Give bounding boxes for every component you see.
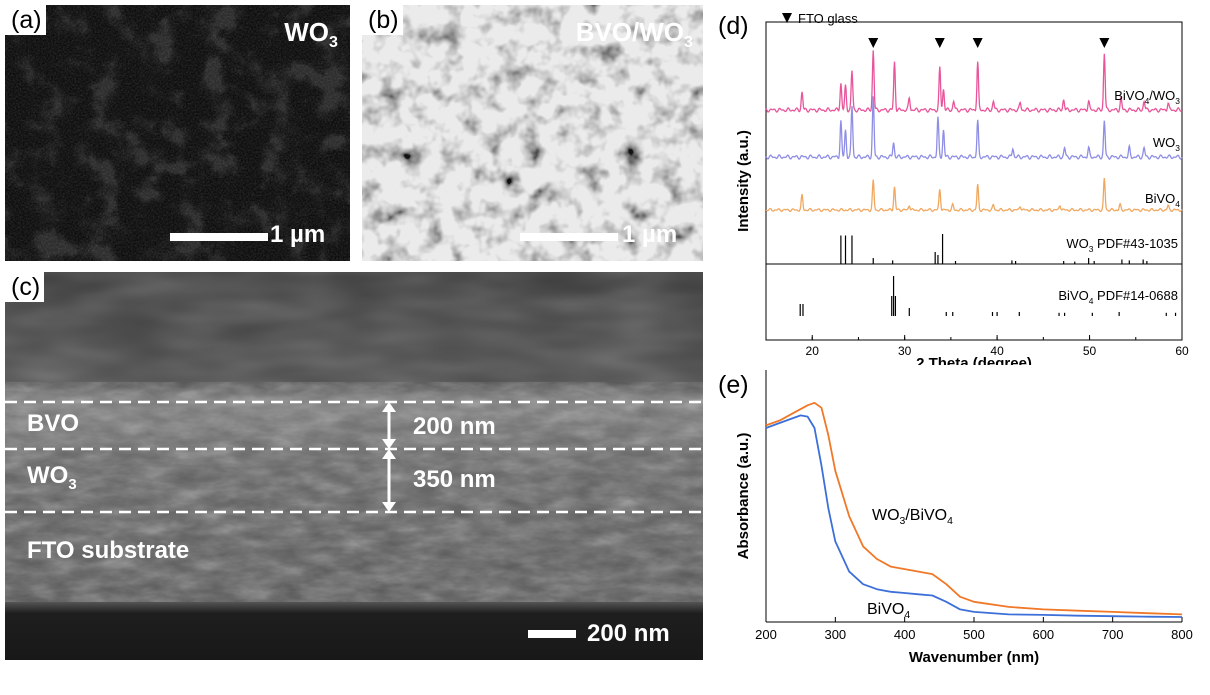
reference-label-part: BiVO: [1058, 288, 1088, 303]
xrd-series-label: BiVO4/WO3: [1114, 88, 1180, 106]
reference-label-part: 4: [1089, 296, 1094, 306]
uv-series-line: [765, 414, 1183, 618]
sem-title-a-main: WO: [284, 17, 330, 47]
sem-cross-section: (c) BVO WO3 FTO substrate 200 nm 350 nm …: [5, 272, 703, 660]
uv-series-label-part: /BiVO: [905, 507, 947, 524]
layer-label-fto: FTO substrate: [27, 537, 190, 564]
xrd-series-label-part: WO: [1153, 135, 1175, 150]
uv-series-label-part: WO: [872, 507, 900, 524]
uv-series-label-part: 4: [947, 516, 953, 527]
fto-legend-marker: [782, 13, 792, 23]
fto-legend-label: FTO glass: [798, 11, 858, 26]
panel-label-e: (e): [718, 371, 749, 399]
uv-xtick-label: 600: [1032, 627, 1054, 642]
uvvis-chart: 200 300 400 500 600 700 800 Wavenumber (nm) Abso…: [712, 365, 1210, 690]
reference-label-part: PDF#14-0688: [1093, 288, 1178, 303]
panel-label-c: (c): [5, 272, 45, 302]
xrd-xtick-label: 60: [1175, 344, 1189, 358]
reference-label: BiVO4 PDF#14-0688: [1058, 288, 1178, 306]
fto-peak-marker: [934, 38, 945, 48]
uv-series-label-part: 4: [904, 610, 910, 621]
panel-label-b: (b): [362, 5, 403, 35]
sem-texture-a: [5, 5, 350, 261]
uv-xtick-label: 500: [963, 627, 985, 642]
fto-peak-marker: [972, 38, 983, 48]
xrd-ylabel: Intensity (a.u.): [735, 130, 752, 232]
sem-title-a: WO3: [284, 17, 338, 52]
thickness-label-wo3: 350 nm: [413, 466, 496, 493]
xrd-series-label-part: 4: [1175, 199, 1180, 209]
uv-series-label: BiVO4: [867, 601, 910, 621]
uv-xlabel: Wavenumber (nm): [909, 649, 1039, 666]
reference-label-part: PDF#43-1035: [1093, 236, 1178, 251]
thickness-label-bvo: 200 nm: [413, 413, 496, 440]
uvvis-plot: 200 300 400 500 600 700 800 Wavenumber (nm) Abso…: [718, 370, 1193, 666]
uv-xtick-label: 400: [894, 627, 916, 642]
reference-label-part: 3: [1089, 244, 1094, 254]
xrd-plot: 20 30 40 50 60 2 Theta (degree) Intensity (a.u…: [718, 11, 1189, 372]
uv-xtick-label: 300: [824, 627, 846, 642]
sem-title-b-main: BVO/WO: [575, 17, 685, 47]
uv-xtick-label: 200: [755, 627, 777, 642]
sem-image-bvo-wo3: (b) BVO/WO3 1 µm: [362, 5, 703, 261]
xrd-frame: [765, 21, 1183, 341]
xrd-series-label: BiVO4: [1145, 191, 1180, 209]
fto-peak-marker: [1099, 38, 1110, 48]
xrd-xlabel: 2 Theta (degree): [916, 355, 1032, 365]
xrd-xtick-label: 50: [1083, 344, 1097, 358]
fto-peak-marker: [868, 38, 879, 48]
layer-label-bvo: BVO: [27, 410, 80, 437]
reference-label: WO3 PDF#43-1035: [1066, 236, 1178, 254]
uv-series-label: WO3/BiVO4: [872, 507, 953, 527]
sem-texture-b: [362, 5, 703, 261]
sem-title-a-sub: 3: [329, 33, 338, 52]
sem-title-b: BVO/WO3: [576, 17, 693, 52]
scale-bar-label-a: 1 µm: [270, 221, 326, 248]
xrd-xtick-label: 20: [806, 344, 820, 358]
xrd-series-label-part: /WO: [1149, 88, 1175, 103]
layer-label-wo3: WO3: [27, 462, 77, 493]
sem-title-b-sub: 3: [684, 33, 693, 52]
uv-series-label-part: 3: [900, 516, 906, 527]
uv-xtick-label: 700: [1102, 627, 1124, 642]
layer-label-wo3-main: WO: [27, 462, 69, 489]
layer-label-wo3-sub: 3: [68, 476, 77, 493]
scale-bar-label-b: 1 µm: [622, 221, 678, 248]
panel-label-d: (d): [718, 12, 749, 40]
uv-xtick-label: 800: [1171, 627, 1193, 642]
uv-ylabel: Absorbance (a.u.): [735, 433, 752, 560]
xrd-series-label-part: 4: [1145, 96, 1150, 106]
scale-bar-label-c: 200 nm: [587, 620, 670, 647]
xrd-series-label-part: BiVO: [1145, 191, 1175, 206]
uv-series-line: [765, 401, 1183, 616]
xrd-series-line: [765, 96, 1183, 160]
xrd-series-label-part: 3: [1175, 143, 1180, 153]
xrd-series-label: WO3: [1153, 135, 1180, 153]
xrd-series-label-part: 3: [1175, 96, 1180, 106]
xrd-series-line: [765, 177, 1183, 213]
uv-series-label-part: BiVO: [867, 601, 904, 618]
xrd-series-label-part: BiVO: [1114, 88, 1144, 103]
panel-label-a: (a): [5, 5, 46, 35]
sem-texture-c: [5, 272, 703, 660]
xrd-xtick-label: 30: [898, 344, 912, 358]
xrd-chart: 20 30 40 50 60 2 Theta (degree) Intensity (a.u…: [712, 0, 1210, 372]
reference-label-part: WO: [1066, 236, 1088, 251]
xrd-xtick-label: 40: [990, 344, 1004, 358]
sem-image-wo3: (a) WO3 1 µm: [5, 5, 350, 261]
xrd-series-line: [765, 50, 1183, 113]
